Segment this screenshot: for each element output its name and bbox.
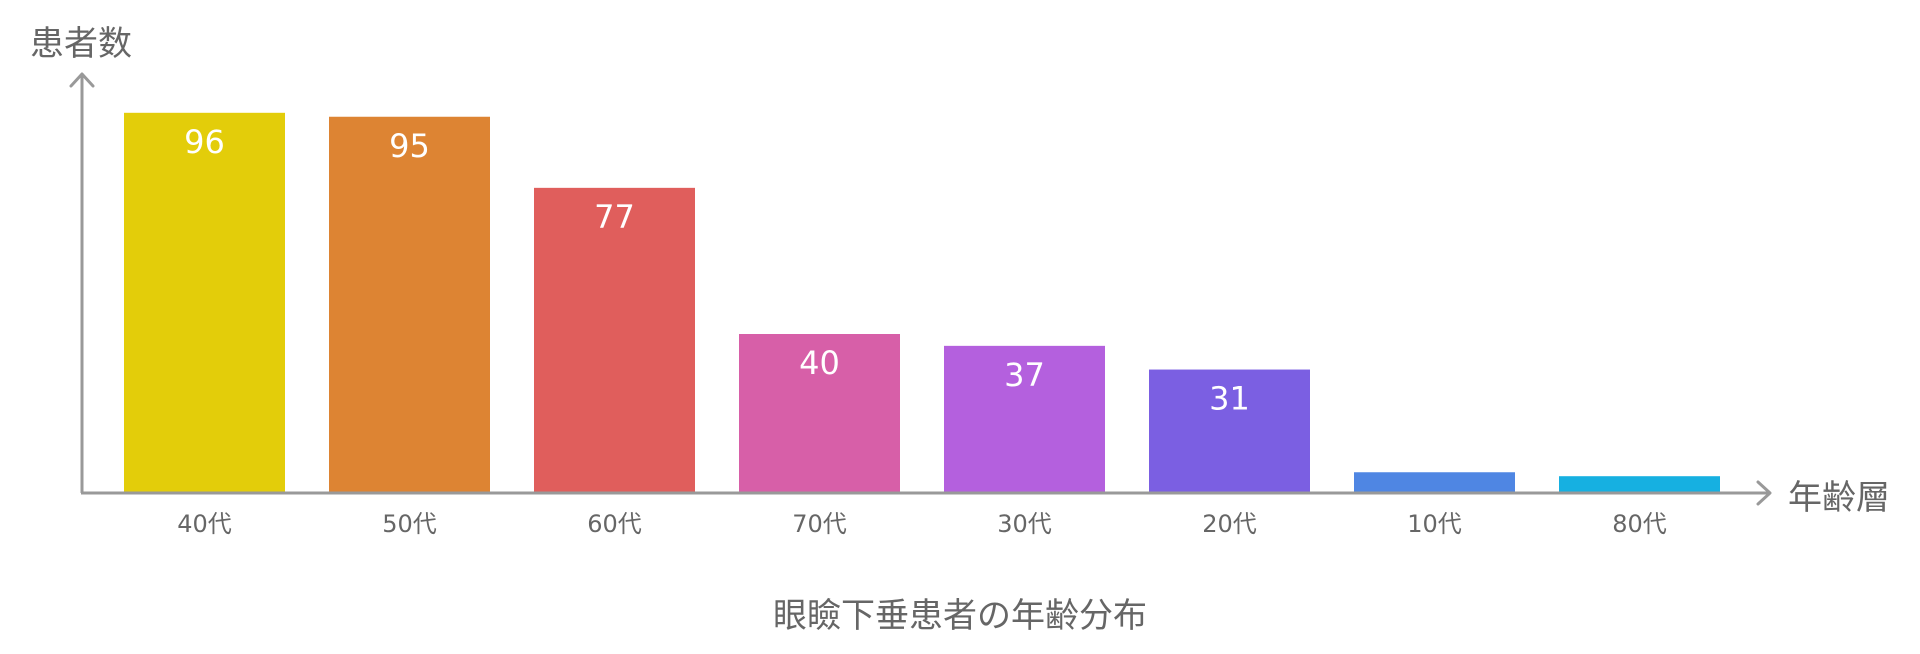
bars-layer: 96 95 77 40 37 31: [124, 112, 1720, 493]
x-tick-label-70代: 70代: [792, 510, 847, 538]
data-label-50代: 95: [389, 127, 430, 165]
y-axis-label: 患者数: [30, 24, 132, 64]
x-tick-label-50代: 50代: [382, 510, 437, 538]
chart-title: 眼瞼下垂患者の年齢分布: [773, 596, 1147, 636]
data-label-40代: 96: [184, 123, 225, 161]
x-axis-label: 年齢層: [1788, 478, 1890, 518]
bar-20代: [1149, 369, 1310, 492]
x-tick-label-60代: 60代: [587, 510, 642, 538]
y-axis-arrow-icon: [69, 72, 95, 88]
x-tick-label-20代: 20代: [1202, 510, 1257, 538]
data-label-20代: 31: [1209, 380, 1250, 418]
bar-70代: [739, 334, 900, 492]
x-tick-label-10代: 10代: [1407, 510, 1462, 538]
bar-50代: [329, 116, 490, 492]
x-axis-arrow-icon: [1756, 480, 1772, 506]
data-label-30代: 37: [1004, 356, 1045, 394]
tick-labels-layer: 40代 50代 60代 70代 30代 20代 10代 80代: [177, 510, 1667, 538]
bar-80代: [1559, 476, 1720, 492]
data-label-70代: 40: [799, 344, 840, 382]
bar-30代: [944, 345, 1105, 492]
data-label-60代: 77: [594, 198, 635, 236]
x-tick-label-30代: 30代: [997, 510, 1052, 538]
x-tick-label-40代: 40代: [177, 510, 232, 538]
x-tick-label-80代: 80代: [1612, 510, 1667, 538]
bar-40代: [124, 112, 285, 493]
axes-layer: [69, 72, 1772, 506]
bar-60代: [534, 187, 695, 492]
bar-10代: [1354, 472, 1515, 492]
